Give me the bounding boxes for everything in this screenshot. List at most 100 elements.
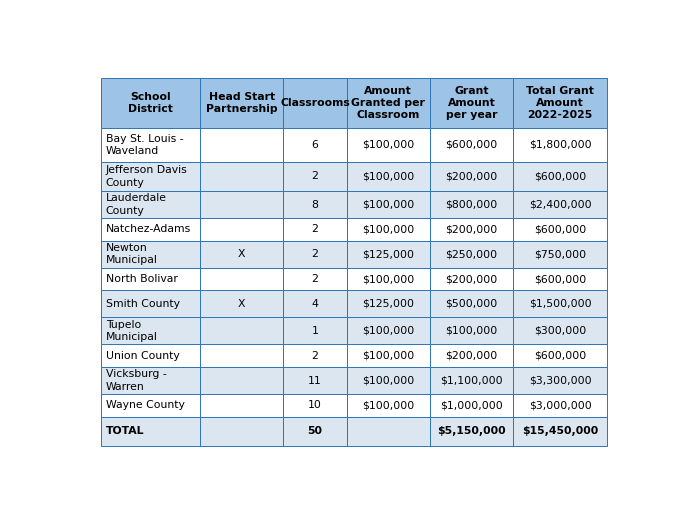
Text: 8: 8 [312, 200, 319, 210]
Text: $100,000: $100,000 [362, 376, 415, 386]
Text: $100,000: $100,000 [362, 351, 415, 361]
Bar [200, 290, 283, 317]
Bar [430, 268, 513, 290]
Text: $200,000: $200,000 [446, 351, 498, 361]
Text: Tupelo
Municipal: Tupelo Municipal [106, 320, 158, 342]
Text: $600,000: $600,000 [534, 171, 586, 182]
Bar [283, 162, 347, 191]
Text: $100,000: $100,000 [362, 140, 415, 150]
Bar [283, 241, 347, 268]
Text: 2: 2 [312, 274, 319, 284]
Bar [283, 290, 347, 317]
Text: $3,000,000: $3,000,000 [529, 400, 591, 411]
Bar [200, 241, 283, 268]
Bar [102, 367, 200, 394]
Text: $125,000: $125,000 [362, 249, 415, 259]
Bar [430, 191, 513, 218]
Bar [200, 268, 283, 290]
Text: Grant
Amount
per year: Grant Amount per year [446, 86, 498, 120]
Text: $800,000: $800,000 [446, 200, 498, 210]
Text: 2: 2 [312, 249, 319, 259]
Bar [430, 78, 513, 128]
Text: $100,000: $100,000 [362, 400, 415, 411]
Bar [102, 345, 200, 367]
Bar [347, 417, 430, 446]
Text: $200,000: $200,000 [446, 224, 498, 235]
Bar [283, 317, 347, 345]
Bar [102, 162, 200, 191]
Text: $200,000: $200,000 [446, 171, 498, 182]
Text: Natchez-Adams: Natchez-Adams [106, 224, 191, 235]
Bar [200, 417, 283, 446]
Bar [430, 394, 513, 417]
Text: 11: 11 [308, 376, 322, 386]
Text: $2,400,000: $2,400,000 [529, 200, 591, 210]
Bar [102, 218, 200, 241]
Bar [430, 290, 513, 317]
Bar [347, 345, 430, 367]
Bar [102, 268, 200, 290]
Bar [283, 268, 347, 290]
Text: $600,000: $600,000 [534, 224, 586, 235]
Bar [283, 367, 347, 394]
Bar [102, 317, 200, 345]
Bar [430, 345, 513, 367]
Text: 50: 50 [307, 426, 323, 436]
Text: $750,000: $750,000 [534, 249, 586, 259]
Text: X: X [238, 299, 245, 309]
Text: $5,150,000: $5,150,000 [437, 426, 506, 436]
Bar [200, 218, 283, 241]
Bar [347, 78, 430, 128]
Text: $15,450,000: $15,450,000 [522, 426, 598, 436]
Bar [347, 162, 430, 191]
Bar [102, 78, 200, 128]
Text: $3,300,000: $3,300,000 [529, 376, 591, 386]
Text: $250,000: $250,000 [446, 249, 498, 259]
Bar [102, 128, 200, 162]
Bar [200, 345, 283, 367]
Text: 1: 1 [312, 326, 319, 336]
Bar [200, 78, 283, 128]
Text: TOTAL: TOTAL [106, 426, 144, 436]
Text: $125,000: $125,000 [362, 299, 415, 309]
Text: $300,000: $300,000 [534, 326, 586, 336]
Text: $1,100,000: $1,100,000 [440, 376, 503, 386]
Text: Jefferson Davis
County: Jefferson Davis County [106, 165, 187, 187]
Bar [430, 241, 513, 268]
Text: Newton
Municipal: Newton Municipal [106, 243, 158, 265]
Text: 2: 2 [312, 171, 319, 182]
Text: Lauderdale
County: Lauderdale County [106, 194, 167, 216]
Text: 4: 4 [312, 299, 319, 309]
Bar [200, 162, 283, 191]
Text: $1,800,000: $1,800,000 [529, 140, 591, 150]
Text: Total Grant
Amount
2022-2025: Total Grant Amount 2022-2025 [527, 86, 594, 120]
Text: $1,500,000: $1,500,000 [529, 299, 591, 309]
Text: $100,000: $100,000 [362, 200, 415, 210]
Bar [200, 394, 283, 417]
Bar [283, 128, 347, 162]
Text: 2: 2 [312, 351, 319, 361]
Text: $100,000: $100,000 [362, 224, 415, 235]
Bar [430, 317, 513, 345]
Text: Smith County: Smith County [106, 299, 180, 309]
Text: 6: 6 [312, 140, 319, 150]
Bar [347, 218, 430, 241]
Bar [283, 394, 347, 417]
Bar [430, 128, 513, 162]
Bar [430, 367, 513, 394]
Bar [283, 191, 347, 218]
Text: $100,000: $100,000 [446, 326, 498, 336]
Bar [347, 241, 430, 268]
Bar [513, 162, 607, 191]
Bar [513, 241, 607, 268]
Text: Bay St. Louis -
Waveland: Bay St. Louis - Waveland [106, 133, 183, 156]
Text: Wayne County: Wayne County [106, 400, 184, 411]
Text: Classrooms: Classrooms [280, 98, 350, 108]
Text: $200,000: $200,000 [446, 274, 498, 284]
Bar [283, 78, 347, 128]
Bar [513, 394, 607, 417]
Bar [513, 78, 607, 128]
Text: $600,000: $600,000 [534, 274, 586, 284]
Text: School
District: School District [129, 92, 173, 114]
Bar [102, 241, 200, 268]
